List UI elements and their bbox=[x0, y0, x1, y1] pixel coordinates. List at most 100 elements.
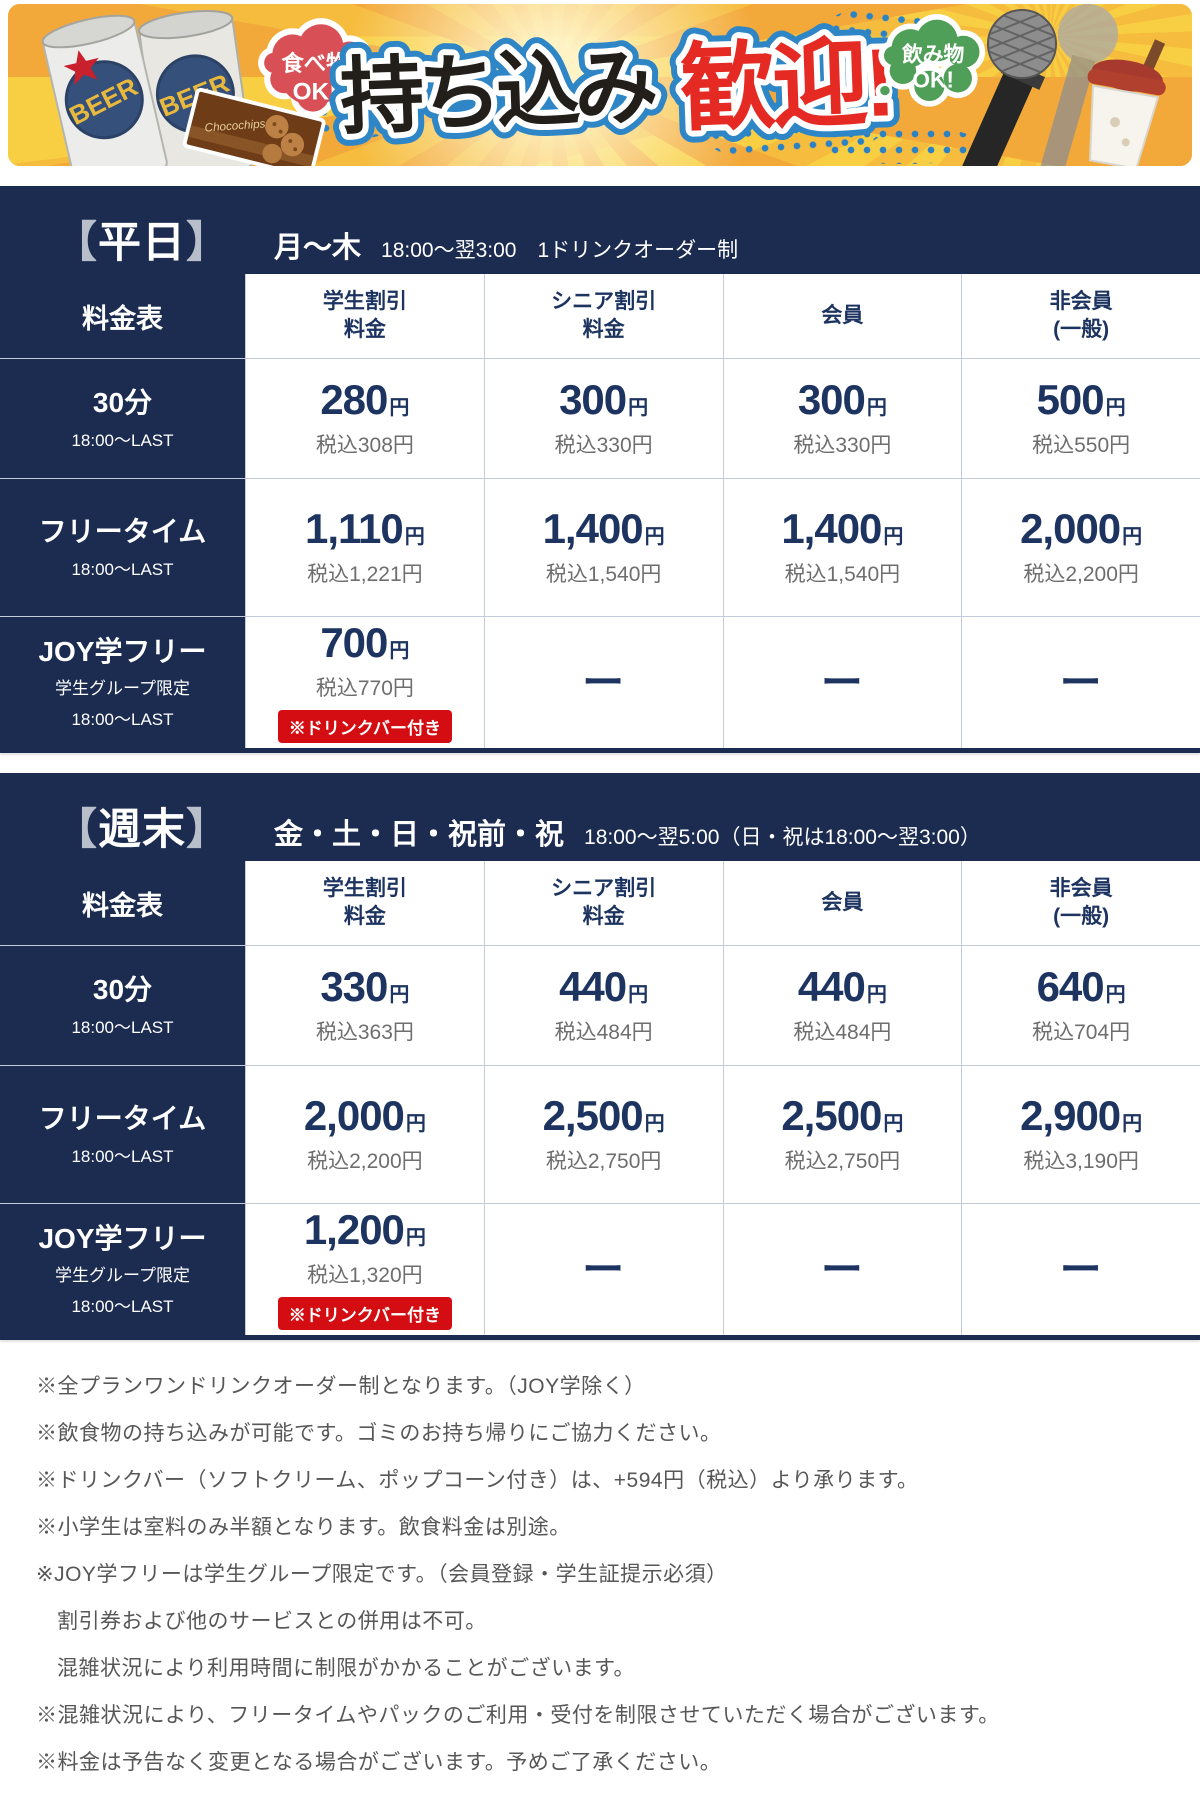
column-header-line: 非会員 bbox=[1049, 876, 1113, 900]
price-amount: 1,200 bbox=[303, 1206, 405, 1253]
price: 2,500 円 bbox=[781, 1091, 903, 1139]
price-unit: 円 bbox=[866, 983, 887, 1006]
table-row-joygaku: JOY学フリー 学生グループ限定 18:00〜LAST 700 円税込770円 ※ド… bbox=[0, 616, 1200, 748]
price-cell: 300 円税込330円 bbox=[483, 359, 723, 478]
section-title-text: 週末 bbox=[98, 806, 186, 854]
price: 1,400 円 bbox=[543, 507, 665, 550]
note-line: ※混雑状況により、フリータイムやパックのご利用・受付を制限させていただく場合がご… bbox=[36, 1704, 1000, 1727]
polkadot-pattern bbox=[827, 126, 977, 164]
price-cell: ー bbox=[722, 617, 962, 748]
microphone-illustration bbox=[960, 4, 1118, 166]
title-red-outline: 歓迎! bbox=[678, 29, 894, 143]
price-unit: 円 bbox=[389, 396, 410, 419]
price-unit: 円 bbox=[866, 396, 887, 419]
price-unit: 円 bbox=[644, 525, 665, 548]
price-amount: 440 bbox=[797, 962, 866, 1010]
price: 440 円 bbox=[559, 965, 649, 1008]
table-row-freetime: フリータイム 18:00〜LAST 1,110 円税込1,221円 1,400 円税… bbox=[0, 478, 1200, 616]
row-sublabel: 学生グループ限定 bbox=[55, 679, 190, 699]
price-amount: 700 bbox=[320, 619, 388, 666]
tax-price: 税込1,320円 bbox=[307, 1264, 423, 1287]
tax-price: 税込1,221円 bbox=[307, 562, 423, 586]
price-cell: 300 円税込330円 bbox=[722, 359, 962, 478]
column-header-line: シニア割引 bbox=[551, 876, 657, 900]
tax-price: 税込2,750円 bbox=[784, 1149, 901, 1173]
weekday-price-table: 料金表 学生割引 料金 シニア割引 料金 会員 非会員 (一般) 30分 18:00〜… bbox=[0, 274, 1200, 753]
column-header-nonmember: 非会員 (一般) bbox=[961, 274, 1200, 358]
price-cell: 2,900 円税込3,190円 bbox=[961, 1066, 1200, 1203]
column-header-nonmember: 非会員 (一般) bbox=[961, 861, 1200, 945]
price-cell: 1,400 円税込1,540円 bbox=[722, 479, 962, 616]
promo-banner: BEER BEER Chocochips bbox=[8, 4, 1192, 166]
price-cell: 440 円税込484円 bbox=[722, 946, 962, 1065]
note-line: ※小学生は室料のみ半額となります。飲食料金は別途。 bbox=[36, 1516, 571, 1539]
column-header-line: 料金 bbox=[343, 905, 386, 928]
note-line: ※料金は予告なく変更となる場合がございます。予めご了承ください。 bbox=[36, 1751, 722, 1774]
weekend-price-table: 料金表 学生割引 料金 シニア割引 料金 会員 非会員 (一般) 30分 18:00〜… bbox=[0, 861, 1200, 1340]
price-amount: 2,000 bbox=[303, 1091, 405, 1139]
column-header-student: 学生割引 料金 bbox=[245, 861, 484, 945]
section-hours: 18:00〜翌5:00（日・祝は18:00〜翌3:00） bbox=[584, 826, 981, 849]
column-header-line: 料金 bbox=[582, 318, 625, 341]
column-header-member: 会員 bbox=[722, 861, 962, 945]
column-header-line: シニア割引 bbox=[551, 289, 657, 313]
food-ok-line2: OK! bbox=[293, 78, 338, 105]
row-sublabel: 18:00〜LAST bbox=[71, 430, 174, 450]
table-header-row: 料金表 学生割引 料金 シニア割引料金 会員 非会員 (一般) bbox=[0, 861, 1200, 945]
column-header-line: 会員 bbox=[821, 303, 864, 327]
price: 2,000 円 bbox=[1020, 507, 1143, 550]
price-unit: 円 bbox=[1122, 525, 1143, 548]
title-red-stroke: 歓迎! bbox=[678, 29, 894, 143]
note-line: ※JOY学フリーは学生グループ限定です。（会員登録・学生証提示必須） bbox=[36, 1563, 728, 1586]
price-amount: 2,900 bbox=[1020, 1091, 1121, 1139]
table-row-freetime: フリータイム 18:00〜LAST 2,000 円税込2,200円 2,500 円税… bbox=[0, 1065, 1200, 1203]
price-amount: 300 bbox=[797, 375, 866, 423]
tax-price: 税込363円 bbox=[315, 1020, 414, 1044]
note-line: ※飲食物の持ち込みが可能です。ゴミのお持ち帰りにご協力ください。 bbox=[36, 1422, 722, 1445]
price-amount: 300 bbox=[559, 375, 627, 423]
title-black-outline: 持ち込み bbox=[339, 39, 658, 144]
drink-ok-line1: 飲み物 bbox=[901, 42, 965, 66]
price-cell: 280 円税込308円 bbox=[245, 359, 484, 478]
price-amount: 330 bbox=[320, 962, 388, 1010]
price-cell: 700 円税込770円 ※ドリンクバー付き bbox=[245, 617, 484, 748]
section-title: 【週末】 bbox=[54, 795, 230, 857]
price: 300 円 bbox=[559, 375, 648, 423]
banner-title: 持ち込み 持ち込み 持ち込み 歓迎! 歓迎! 歓迎! bbox=[327, 17, 906, 156]
note-line: 混雑状況により利用時間に制限がかかることがございます。 bbox=[57, 1657, 635, 1680]
tax-price: 税込704円 bbox=[1032, 1020, 1131, 1044]
price: 2,000 円 bbox=[303, 1091, 426, 1139]
price: 640 円 bbox=[1036, 962, 1126, 1010]
table-row-30min: 30分 18:00〜LAST 280 円税込308円 300 円税込330円 300… bbox=[0, 358, 1200, 478]
price-amount: ー bbox=[820, 1245, 863, 1293]
price-cell: 640 円税込704円 bbox=[961, 946, 1200, 1065]
price-cell: 1,400 円税込1,540円 bbox=[483, 479, 723, 616]
price-unit: 円 bbox=[628, 983, 649, 1006]
price-amount: ー bbox=[1059, 1245, 1102, 1293]
row-sublabel: 18:00〜LAST bbox=[71, 1297, 174, 1317]
tax-price: 税込550円 bbox=[1032, 433, 1131, 457]
tax-price: 税込1,540円 bbox=[545, 562, 662, 586]
section-days: 金・土・日・祝前・祝 bbox=[274, 819, 565, 851]
tax-price: 税込770円 bbox=[315, 677, 414, 700]
note-line: 割引券および他のサービスとの併用は不可。 bbox=[57, 1610, 487, 1633]
price: 280 円 bbox=[320, 378, 410, 421]
row-label: フリータイム bbox=[38, 516, 207, 548]
drinkbar-badge: ※ドリンクバー付き bbox=[277, 710, 452, 743]
column-header-line: 料金 bbox=[582, 905, 625, 928]
price: 2,900 円 bbox=[1020, 1091, 1142, 1139]
price-amount: 2,500 bbox=[781, 1091, 882, 1139]
table-row-joygaku: JOY学フリー 学生グループ限定 18:00〜LAST 1,200 円税込1,32… bbox=[0, 1203, 1200, 1335]
price-cell: ー bbox=[722, 1204, 962, 1335]
drink-ok-badge: 飲み物 OK! bbox=[875, 14, 986, 107]
row-sublabel: 18:00〜LAST bbox=[71, 1146, 174, 1166]
column-header-member: 会員 bbox=[722, 274, 962, 358]
drink-ok-line2: OK! bbox=[912, 67, 954, 93]
price-cell: ー bbox=[961, 617, 1200, 748]
price-amount: 640 bbox=[1036, 962, 1105, 1010]
price: 500 円 bbox=[1037, 378, 1126, 421]
price: ー bbox=[1060, 661, 1103, 704]
price-unit: 円 bbox=[389, 640, 410, 662]
corner-cell: 料金表 bbox=[0, 861, 245, 945]
tax-price: 税込484円 bbox=[793, 1020, 892, 1044]
